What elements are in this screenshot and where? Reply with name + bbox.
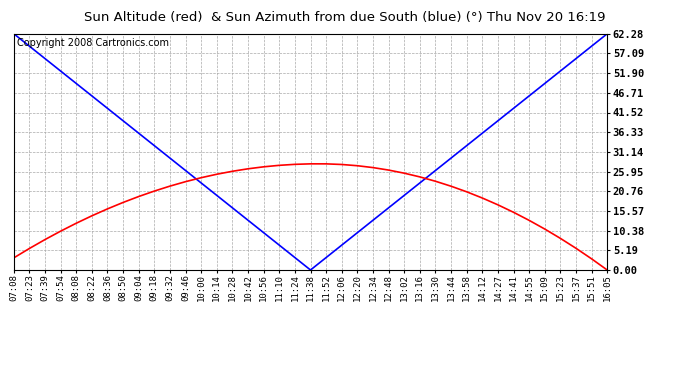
Text: Copyright 2008 Cartronics.com: Copyright 2008 Cartronics.com <box>17 39 169 48</box>
Text: Sun Altitude (red)  & Sun Azimuth from due South (blue) (°) Thu Nov 20 16:19: Sun Altitude (red) & Sun Azimuth from du… <box>84 11 606 24</box>
